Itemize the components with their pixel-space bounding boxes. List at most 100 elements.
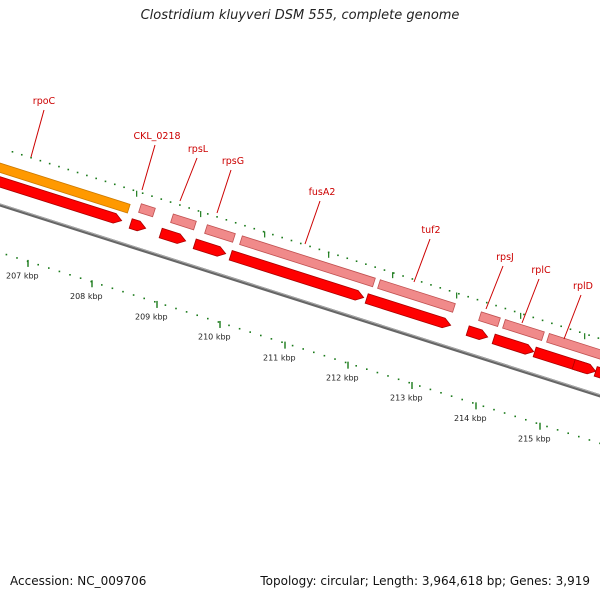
gene-label-pointer <box>304 200 321 245</box>
tick-dot-upper <box>439 287 442 289</box>
tick-dot-lower <box>281 341 283 344</box>
tick-dot-upper <box>67 168 70 171</box>
tick-dot-upper <box>253 227 256 230</box>
kbp-label: 213 kbp <box>390 394 423 403</box>
tick-dot-lower <box>588 439 591 441</box>
tick-dot-lower <box>101 284 103 286</box>
tick-dot-lower <box>461 398 463 401</box>
gene-arrow-3 <box>192 238 227 257</box>
tick-dot-upper <box>216 216 218 218</box>
tick-dot-upper <box>179 204 181 206</box>
tick-dot-upper <box>504 307 507 310</box>
kbp-label: 208 kbp <box>70 292 103 301</box>
gene-label-rpoC: rpoC <box>33 96 56 107</box>
tick-dot-upper <box>225 219 228 221</box>
tick-dot-upper <box>467 295 469 298</box>
tick-dot-lower <box>260 334 262 337</box>
tick-dot-lower <box>546 425 548 428</box>
tick-dot-lower <box>217 321 220 323</box>
tick-dot-upper <box>95 177 97 180</box>
tick-dot-upper <box>383 269 386 271</box>
tick-dot-lower <box>207 317 209 320</box>
tick-dot-upper <box>560 325 562 328</box>
tick-dot-upper <box>141 192 144 194</box>
gene-label-pointer <box>30 109 45 158</box>
tick-dot-upper <box>104 180 107 183</box>
tick-dot-lower <box>238 327 241 330</box>
tick-dot-lower <box>355 365 357 367</box>
gene-label-rpsJ: rpsJ <box>496 252 514 263</box>
tick-dot-upper <box>30 156 32 159</box>
kbp-label: 212 kbp <box>326 373 359 382</box>
tick-dot-upper <box>569 328 572 331</box>
tick-dot-lower <box>503 412 506 414</box>
tick-dot-upper <box>206 213 209 215</box>
tick-dot-lower <box>556 429 559 431</box>
tick-dot-lower <box>228 324 230 327</box>
gene-label-rplC: rplC <box>531 265 551 276</box>
gene-arrow-0 <box>0 176 123 224</box>
tick-dot-lower <box>472 402 474 404</box>
tick-dot-upper <box>337 254 339 257</box>
tick-dot-upper <box>151 195 153 197</box>
gene-label-tuf2: tuf2 <box>421 225 440 236</box>
tick-dot-lower <box>48 267 50 269</box>
tick-dot-upper <box>169 201 172 203</box>
tick-dot-upper <box>541 319 544 322</box>
tick-dot-lower <box>482 405 485 408</box>
tick-dot-upper <box>234 221 237 224</box>
tick-dot-lower <box>79 277 82 279</box>
kbp-label: 215 kbp <box>518 434 551 443</box>
gene-bar-light-0 <box>138 203 156 218</box>
tick-dot-upper <box>58 165 60 168</box>
tick-dot-lower <box>16 257 18 259</box>
tick-dot-lower <box>164 304 167 306</box>
tick-dot-upper <box>365 263 367 265</box>
gene-arrow-4 <box>228 249 365 301</box>
tick-dot-upper <box>244 224 246 227</box>
kbp-label: 207 kbp <box>6 272 39 281</box>
tick-dot-upper <box>113 183 116 186</box>
tick-dot-lower <box>525 418 527 421</box>
tick-dot-upper <box>495 304 497 307</box>
gene-bar-rpoC-orange <box>0 162 131 214</box>
gene-label-pointer <box>485 265 504 310</box>
gene-label-pointer <box>413 238 431 283</box>
tick-dot-upper <box>402 275 404 277</box>
tick-dot-upper <box>355 260 358 263</box>
tick-dot-upper <box>513 310 516 313</box>
tick-dot-upper <box>551 322 553 325</box>
tick-dot-lower <box>90 280 92 283</box>
gene-bar-light-3 <box>239 235 376 288</box>
gene-arrow-2 <box>158 227 187 244</box>
tick-dot-upper <box>11 150 14 153</box>
tick-dot-upper <box>458 292 460 295</box>
tick-dot-upper <box>281 236 283 239</box>
tick-dot-lower <box>567 432 569 435</box>
gene-label-pointer <box>216 169 232 214</box>
tick-dot-upper <box>188 207 190 209</box>
tick-dot-upper <box>123 186 125 189</box>
tick-dot-lower <box>111 287 114 290</box>
tick-dot-lower <box>376 371 379 374</box>
tick-dot-lower <box>535 422 538 424</box>
tick-dot-lower <box>387 375 389 377</box>
backbone-line <box>0 203 600 398</box>
tick-dot-lower <box>270 338 273 340</box>
tick-dot-lower <box>450 395 453 397</box>
tick-dot-upper <box>197 210 200 212</box>
gene-bar-light-2 <box>204 224 236 243</box>
tick-dot-upper <box>597 337 600 339</box>
gene-label-rplD: rplD <box>573 281 593 292</box>
tick-dot-lower <box>58 270 61 273</box>
tick-dot-lower <box>196 314 198 317</box>
tick-dot-upper <box>318 248 321 251</box>
tick-dot-lower <box>440 391 442 394</box>
gene-label-rpsL: rpsL <box>188 144 209 155</box>
tick-dot-upper <box>299 242 302 245</box>
tick-dot-lower <box>302 348 304 350</box>
gene-bar-light-7 <box>546 333 600 360</box>
tick-dot-lower <box>366 368 368 370</box>
genome-summary-text: Topology: circular; Length: 3,964,618 bp… <box>260 574 590 588</box>
